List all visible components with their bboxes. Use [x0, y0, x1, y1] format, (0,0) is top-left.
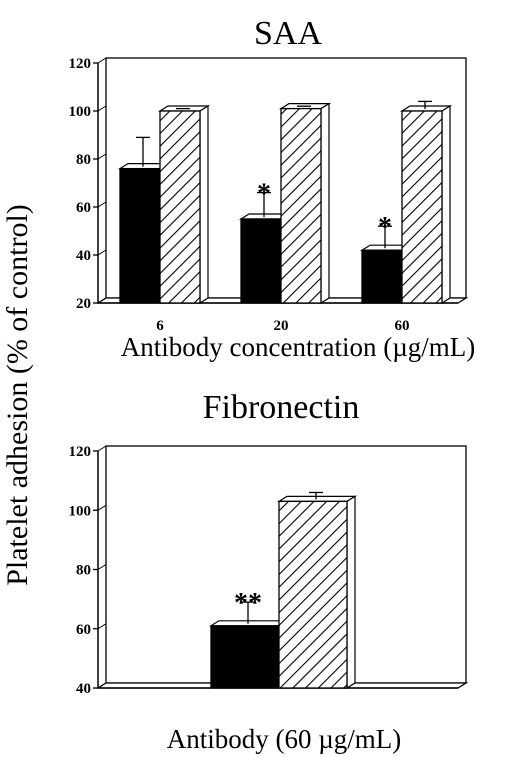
- saa-x-axis-label: Antibody concentration (µg/mL): [121, 332, 475, 362]
- fibronectin-x-axis-label: Antibody (60 µg/mL): [167, 724, 402, 754]
- saa-y-tick-label: 100: [69, 104, 92, 120]
- saa-plot: 20 40 60 80 100 120 6 * 20 * 60: [69, 56, 469, 334]
- saa-y-tick-label: 60: [76, 200, 91, 216]
- saa-y-tick-diagonal: [97, 57, 107, 64]
- saa-y-tick-diagonal: [97, 105, 107, 112]
- saa-y-tick-label: 120: [69, 56, 92, 72]
- fibronectin-plot: 40 60 80 100 120 **: [69, 444, 469, 697]
- saa-solid-bar: [240, 218, 282, 304]
- saa-hatched-bar: [159, 110, 201, 304]
- saa-hatched-bar: [401, 110, 443, 304]
- saa-solid-bar: [361, 249, 403, 304]
- saa-panel: SAA 20 40 60 80 100 120 6 * 20 * 60 Antibody conce…: [69, 15, 476, 362]
- saa-y-tick-label: 20: [76, 296, 91, 312]
- fibronectin-hatched-bar-top: [276, 495, 358, 502]
- saa-hatched-bar-side: [320, 102, 330, 305]
- fibronectin-solid-bar-top: [208, 620, 290, 627]
- saa-x-tick-label: 20: [274, 318, 289, 334]
- fibronectin-y-tick-label: 40: [76, 681, 91, 697]
- fibronectin-y-tick-label: 100: [69, 503, 92, 519]
- fibronectin-solid-bar: [210, 625, 280, 689]
- saa-significance-marker: *: [378, 212, 392, 243]
- saa-y-tick-diagonal: [97, 153, 107, 160]
- saa-y-tick-label: 80: [76, 152, 91, 168]
- fibronectin-y-tick-diagonal: [97, 682, 107, 689]
- saa-y-tick-diagonal: [97, 201, 107, 208]
- saa-y-tick-label: 40: [76, 248, 91, 264]
- fibronectin-panel: Fibronectin 40 60 80 100 120 ** Antibody (60 …: [69, 389, 469, 754]
- saa-hatched-bar: [280, 107, 322, 304]
- y-axis-label: Platelet adhesion (% of control): [1, 204, 34, 586]
- saa-solid-bar: [119, 167, 161, 304]
- saa-y-tick-diagonal: [97, 297, 107, 304]
- saa-x-tick-label: 6: [156, 318, 164, 334]
- saa-x-tick-label: 60: [395, 318, 410, 334]
- saa-hatched-bar-side: [199, 104, 209, 305]
- fibronectin-y-tick-diagonal: [97, 504, 107, 511]
- fibronectin-y-tick-label: 80: [76, 563, 91, 579]
- fibronectin-y-tick-diagonal: [97, 564, 107, 570]
- saa-y-tick-diagonal: [97, 249, 107, 256]
- saa-hatched-bar-side: [441, 104, 451, 305]
- saa-chart-title: SAA: [254, 15, 322, 52]
- fibronectin-chart-title: Fibronectin: [203, 389, 360, 426]
- fibronectin-hatched-bar-side: [346, 495, 356, 690]
- fibronectin-y-tick-label: 120: [69, 444, 92, 460]
- fibronectin-significance-marker: **: [234, 588, 262, 619]
- fibronectin-y-tick-diagonal: [97, 623, 107, 630]
- fibronectin-y-tick-diagonal: [97, 445, 107, 452]
- saa-significance-marker: *: [257, 179, 271, 210]
- fibronectin-y-tick-label: 60: [76, 622, 91, 638]
- fibronectin-hatched-bar: [278, 500, 348, 689]
